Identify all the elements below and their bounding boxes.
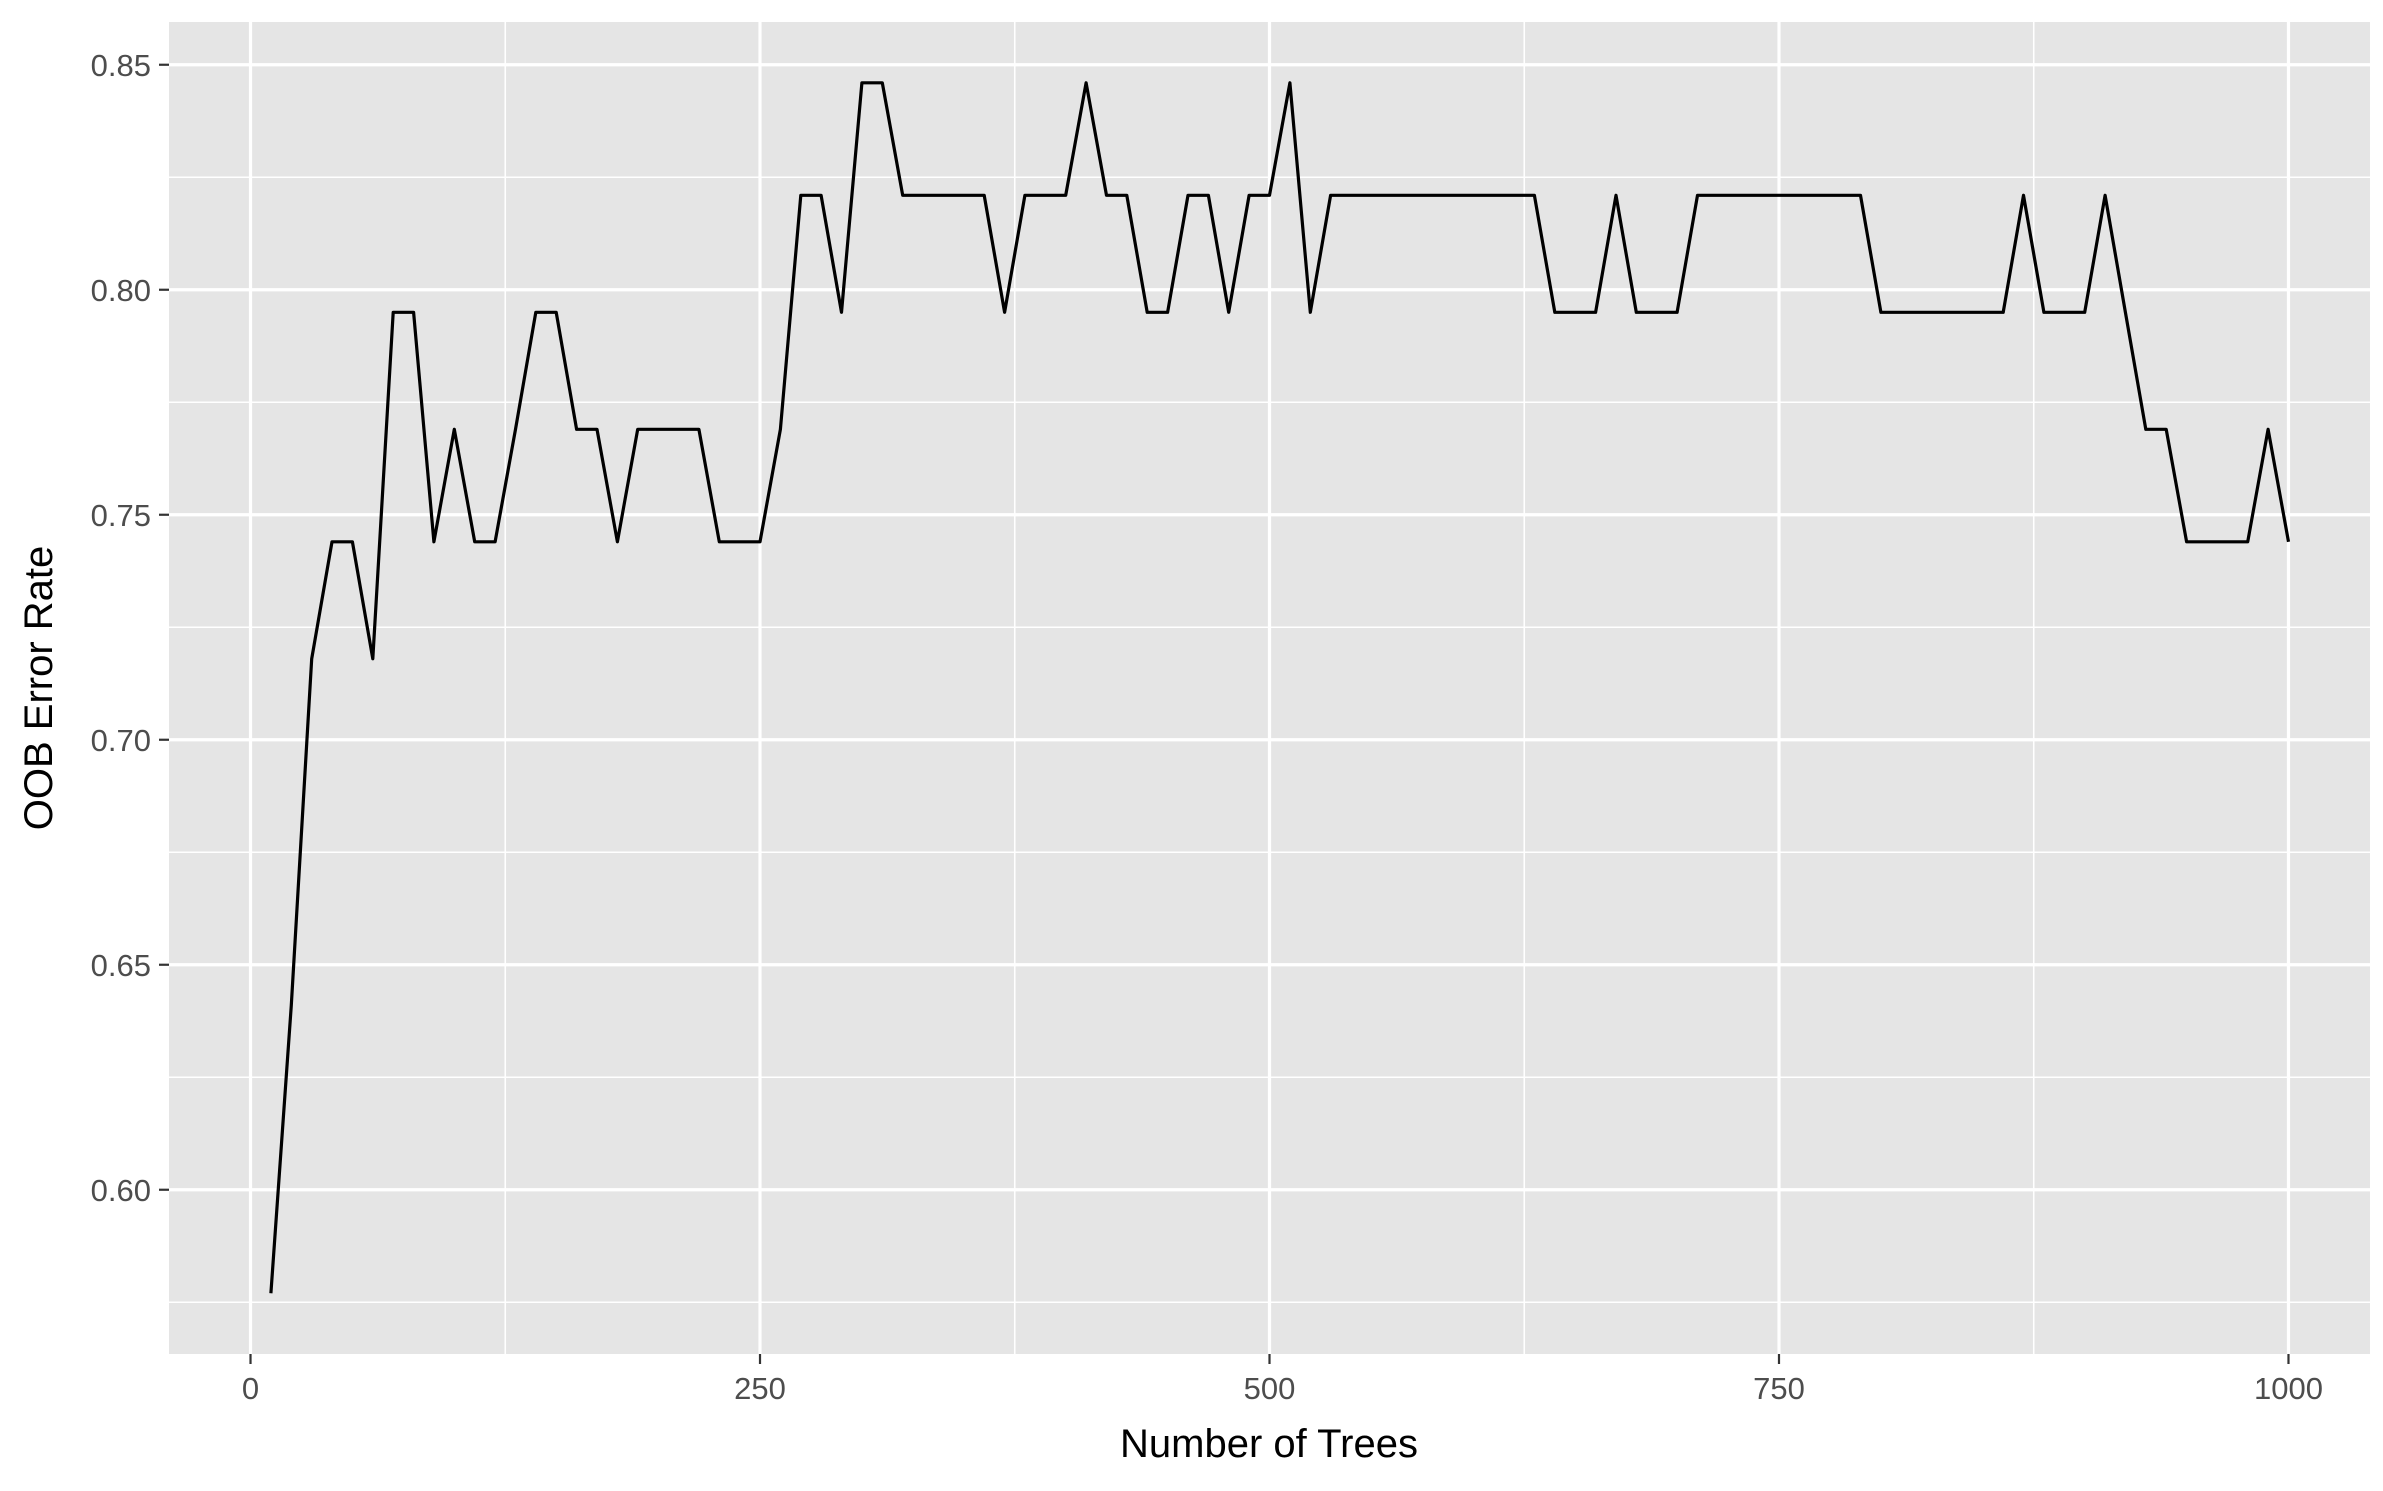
x-tick-label: 750 [1753,1371,1805,1406]
major-grid [169,22,2370,1354]
y-tick-label: 0.65 [91,948,151,983]
x-tick-label: 0 [242,1371,259,1406]
x-tick-label: 500 [1244,1371,1296,1406]
y-axis-title: OOB Error Rate [17,546,61,831]
y-tick-label: 0.85 [91,48,151,83]
x-tick-label: 250 [734,1371,786,1406]
series-layer [269,81,2291,1294]
y-axis: 0.60 0.65 0.70 0.75 0.80 0.85 [91,48,169,1208]
series-line [269,81,2291,1294]
x-tick-label: 1000 [2254,1371,2323,1406]
y-tick-label: 0.75 [91,498,151,533]
x-axis: 0 250 500 750 1000 [242,1354,2323,1406]
y-tick-label: 0.60 [91,1173,151,1208]
y-tick-label: 0.80 [91,273,151,308]
x-axis-title: Number of Trees [1120,1422,1418,1466]
y-tick-label: 0.70 [91,723,151,758]
